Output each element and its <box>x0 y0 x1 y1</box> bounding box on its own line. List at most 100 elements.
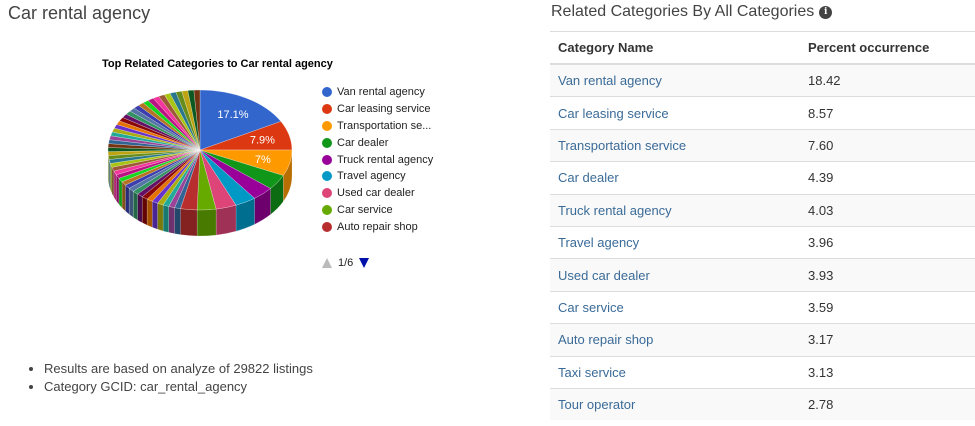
pie-slice-side <box>151 200 158 230</box>
pie-slice-side <box>132 190 138 221</box>
pie-slice-other[interactable] <box>193 89 201 151</box>
pie-slice-side <box>113 170 117 202</box>
legend-item[interactable]: Used car dealer <box>322 185 433 202</box>
legend-swatch <box>322 188 332 199</box>
category-link[interactable]: Car leasing service <box>550 96 800 130</box>
pie-slice-1[interactable] <box>199 89 282 151</box>
related-table: Category Name Percent occurrence Van ren… <box>550 31 975 421</box>
legend-label: Truck rental agency <box>337 153 434 166</box>
category-link[interactable]: Car service <box>550 290 800 324</box>
table-row: Taxi service 3.13 <box>550 355 975 389</box>
percent-value: 7.60 <box>800 128 975 162</box>
pie-slice-side <box>146 198 153 228</box>
legend-item[interactable]: Truck rental agency <box>322 151 433 168</box>
category-link[interactable]: Transportation service <box>550 128 800 162</box>
legend-label: Transportation se... <box>337 119 432 132</box>
percent-value: 4.39 <box>800 161 975 195</box>
legend-label: Car dealer <box>337 136 389 149</box>
table-header-row: Category Name Percent occurrence <box>550 31 975 65</box>
legend-item[interactable]: Auto repair shop <box>322 218 433 235</box>
percent-value: 3.17 <box>800 323 975 357</box>
related-title: Related Categories By All Categories i <box>551 3 833 21</box>
percent-value: 3.59 <box>800 290 975 324</box>
legend-item[interactable]: Van rental agency <box>322 84 433 101</box>
table-row: Truck rental agency 4.03 <box>550 193 975 227</box>
table-row: Transportation service 7.60 <box>550 128 975 162</box>
legend-pager: 1/6 <box>322 257 370 269</box>
page-title: Car rental agency <box>8 3 151 23</box>
category-link[interactable]: Van rental agency <box>550 63 800 97</box>
legend-item[interactable]: Car service <box>322 202 433 219</box>
category-link[interactable]: Used car dealer <box>550 258 800 292</box>
pie-slice-side <box>118 177 123 209</box>
chart-legend: Van rental agency Car leasing service Tran… <box>322 84 433 235</box>
pie-slice-side <box>196 208 217 237</box>
legend-swatch <box>322 137 332 148</box>
legend-label: Auto repair shop <box>337 220 418 233</box>
note-listings: Results are based on analyze of 29822 li… <box>44 360 313 378</box>
pie-data-label: 7% <box>255 154 271 166</box>
note-gcid: Category GCID: car_rental_agency <box>44 378 313 396</box>
category-link[interactable]: Taxi service <box>550 355 800 389</box>
legend-swatch <box>322 204 332 215</box>
legend-label: Travel agency <box>337 170 406 183</box>
table-row: Used car dealer 3.93 <box>550 258 975 292</box>
pie-slice-side <box>180 208 198 237</box>
pie-slice-side <box>141 196 148 226</box>
percent-value: 8.57 <box>800 96 975 130</box>
legend-swatch <box>322 120 332 131</box>
table-row: Van rental agency 18.42 <box>550 63 975 97</box>
legend-swatch <box>322 87 332 98</box>
pie-slice-side <box>137 193 143 224</box>
category-link[interactable]: Tour operator <box>550 387 800 421</box>
legend-swatch <box>322 154 332 165</box>
table-row: Car service 3.59 <box>550 290 975 324</box>
table-row: Car dealer 4.39 <box>550 161 975 195</box>
table-row: Car leasing service 8.57 <box>550 96 975 130</box>
legend-item[interactable]: Transportation se... <box>322 118 433 135</box>
legend-swatch <box>322 221 332 232</box>
related-title-text: Related Categories By All Categories <box>551 3 815 20</box>
table-row: Tour operator 2.78 <box>550 387 975 421</box>
category-link[interactable]: Auto repair shop <box>550 323 800 357</box>
legend-swatch <box>322 104 332 115</box>
pie-slice-side <box>111 167 115 199</box>
legend-item[interactable]: Car dealer <box>322 134 433 151</box>
percent-value: 3.13 <box>800 355 975 389</box>
pie-slice-side <box>162 204 169 233</box>
pie-data-label: 7.9% <box>250 135 275 147</box>
category-link[interactable]: Truck rental agency <box>550 193 800 227</box>
legend-item[interactable]: Travel agency <box>322 168 433 185</box>
column-header-category: Category Name <box>550 31 800 65</box>
pie-slice-side <box>115 173 120 206</box>
percent-value: 3.93 <box>800 258 975 292</box>
category-link[interactable]: Car dealer <box>550 161 800 195</box>
pager-up-icon[interactable] <box>322 258 332 268</box>
pager-label: 1/6 <box>338 257 354 269</box>
info-icon[interactable]: i <box>819 5 833 19</box>
legend-label: Van rental agency <box>337 86 425 99</box>
table-row: Auto repair shop 3.17 <box>550 323 975 357</box>
pie-slice-side <box>121 181 126 212</box>
chart-title: Top Related Categories to Car rental age… <box>102 58 333 70</box>
percent-value: 18.42 <box>800 63 975 97</box>
pie-slice-side <box>174 207 181 235</box>
legend-item[interactable]: Car leasing service <box>322 101 433 118</box>
percent-value: 3.96 <box>800 225 975 259</box>
pie-slice-side <box>168 206 175 234</box>
pie-slice-side <box>128 187 134 218</box>
legend-swatch <box>322 171 332 182</box>
category-link[interactable]: Travel agency <box>550 225 800 259</box>
pie-slice-side <box>215 204 237 236</box>
pie-chart[interactable]: 17.1% 7.9% 7% <box>105 88 305 268</box>
table-body: Van rental agency 18.42 Car leasing servic… <box>550 63 975 421</box>
legend-label: Car leasing service <box>337 103 431 116</box>
legend-label: Used car dealer <box>337 187 415 200</box>
pie-data-label: 17.1% <box>217 109 248 121</box>
percent-value: 2.78 <box>800 387 975 421</box>
pager-down-icon[interactable] <box>359 258 370 268</box>
legend-label: Car service <box>337 203 393 216</box>
column-header-percent: Percent occurrence <box>800 31 975 65</box>
pie-slice-side <box>157 202 164 232</box>
pie-slice-side <box>125 184 130 215</box>
